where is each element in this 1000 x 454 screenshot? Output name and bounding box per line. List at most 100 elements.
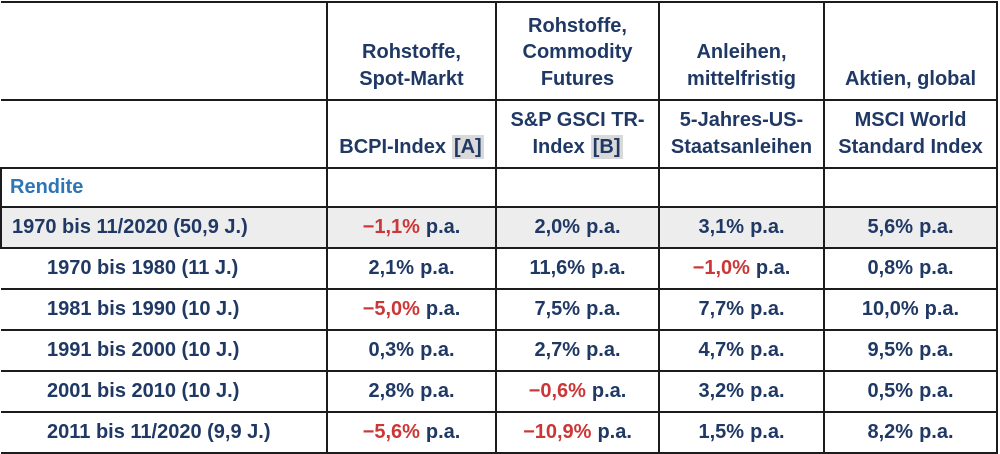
return-value: −1,1% — [362, 216, 420, 238]
section-label-cell: Rendite — [0, 167, 328, 208]
header-empty-cell — [1, 99, 328, 169]
ref-marker-a: [A] — [451, 134, 484, 159]
value-cell: −5,0% p.a. — [326, 288, 497, 331]
period-label-cell: 1970 bis 11/2020 (50,9 J.) — [0, 206, 328, 249]
pa-suffix: p.a. — [425, 216, 461, 238]
return-value: −10,9% — [523, 421, 592, 443]
header-group-row: Rohstoffe, Spot-Markt Rohstoffe, Commodi… — [1, 1, 998, 101]
pa-suffix: p.a. — [420, 380, 455, 402]
table-row-full-period: 1970 bis 11/2020 (50,9 J.) −1,1% p.a. 2,0… — [0, 206, 998, 249]
empty-cell — [658, 167, 825, 208]
return-value: 7,7% — [698, 298, 745, 320]
header-line: BCPI-Index [A] — [329, 134, 494, 160]
value-cell: 2,0% p.a. — [495, 206, 660, 249]
header-index-row: BCPI-Index [A] S&P GSCI TR- Index [B] 5-Ja… — [1, 99, 998, 169]
return-value: −5,6% — [362, 421, 420, 443]
return-value: 4,7% — [698, 339, 745, 361]
pa-suffix: p.a. — [750, 298, 785, 320]
period-label: 1970 bis 1980 (11 J.) — [47, 257, 239, 279]
value-cell: −1,0% p.a. — [658, 247, 825, 290]
period-label-cell: 1981 bis 1990 (10 J.) — [1, 288, 328, 331]
header-line: 5-Jahres-US- — [679, 109, 804, 132]
period-label: 2011 bis 11/2020 (9,9 J.) — [47, 421, 271, 443]
index-header-gsci: S&P GSCI TR- Index [B] — [495, 99, 660, 169]
value-cell: 3,1% p.a. — [658, 206, 825, 249]
return-value: 2,0% — [534, 216, 581, 238]
value-cell: 4,7% p.a. — [658, 329, 825, 372]
return-value: 2,8% — [368, 380, 415, 402]
return-value: 2,7% — [534, 339, 581, 361]
column-group-rohstoffe-spot: Rohstoffe, Spot-Markt — [326, 1, 497, 101]
header-line: Futures — [540, 67, 615, 90]
header-empty-cell — [1, 1, 328, 101]
pa-suffix: p.a. — [750, 216, 785, 238]
table-row-1970-1980: 1970 bis 1980 (11 J.) 2,1% p.a. 11,6% p.a.… — [1, 247, 998, 290]
value-cell: 0,5% p.a. — [823, 370, 998, 413]
value-cell: 10,0% p.a. — [823, 288, 998, 331]
pa-suffix: p.a. — [586, 339, 621, 361]
pa-suffix: p.a. — [755, 257, 791, 279]
index-name: Index — [532, 135, 585, 158]
return-value: 0,3% — [368, 339, 415, 361]
period-label: 1970 bis 11/2020 (50,9 J.) — [12, 216, 248, 238]
pa-suffix: p.a. — [586, 298, 621, 320]
value-cell: −0,6% p.a. — [495, 370, 660, 413]
period-label: 1981 bis 1990 (10 J.) — [47, 298, 240, 320]
ref-marker-b: [B] — [590, 134, 623, 159]
header-line: Rohstoffe, — [528, 14, 627, 37]
return-value: 5,6% — [867, 216, 914, 238]
column-group-rohstoffe-futures: Rohstoffe, Commodity Futures — [495, 1, 660, 101]
return-value: 10,0% — [861, 298, 919, 320]
pa-suffix: p.a. — [750, 380, 785, 402]
pa-suffix: p.a. — [420, 257, 455, 279]
index-header-bcpi: BCPI-Index [A] — [326, 99, 497, 169]
pa-suffix: p.a. — [425, 421, 461, 443]
value-cell: 7,7% p.a. — [658, 288, 825, 331]
value-cell: −5,6% p.a. — [326, 411, 497, 454]
value-cell: −10,9% p.a. — [495, 411, 660, 454]
pa-suffix: p.a. — [586, 216, 621, 238]
table-row-2001-2010: 2001 bis 2010 (10 J.) 2,8% p.a. −0,6% p.a.… — [1, 370, 998, 413]
period-label-cell: 1970 bis 1980 (11 J.) — [1, 247, 328, 290]
pa-suffix: p.a. — [420, 339, 455, 361]
value-cell: 2,1% p.a. — [326, 247, 497, 290]
pa-suffix: p.a. — [591, 257, 626, 279]
section-row: Rendite — [0, 167, 998, 208]
pa-suffix: p.a. — [919, 421, 954, 443]
column-group-anleihen: Anleihen, mittelfristig — [658, 1, 825, 101]
header-line: Standard Index — [838, 135, 983, 158]
value-cell: 2,7% p.a. — [495, 329, 660, 372]
value-cell: 1,5% p.a. — [658, 411, 825, 454]
header-line: MSCI World — [854, 109, 967, 132]
period-label: 2001 bis 2010 (10 J.) — [47, 380, 240, 402]
value-cell: 7,5% p.a. — [495, 288, 660, 331]
header-line: mittelfristig — [687, 67, 796, 90]
header-line: Spot-Markt — [359, 67, 464, 90]
period-label-cell: 2001 bis 2010 (10 J.) — [1, 370, 328, 413]
return-value: 8,2% — [867, 421, 914, 443]
pa-suffix: p.a. — [924, 298, 960, 320]
header-line: Rohstoffe, — [362, 41, 461, 64]
pa-suffix: p.a. — [750, 339, 785, 361]
table-row-1981-1990: 1981 bis 1990 (10 J.) −5,0% p.a. 7,5% p.a.… — [1, 288, 998, 331]
pa-suffix: p.a. — [919, 380, 954, 402]
pa-suffix: p.a. — [591, 380, 627, 402]
return-value: −0,6% — [528, 380, 586, 402]
return-value: 9,5% — [867, 339, 914, 361]
header-line: Staatsanleihen — [670, 135, 813, 158]
header-line: Aktien, global — [844, 67, 977, 90]
column-group-aktien: Aktien, global — [823, 1, 998, 101]
return-value: 11,6% — [529, 257, 586, 279]
section-label: Rendite — [10, 176, 84, 198]
index-name: BCPI-Index — [339, 135, 446, 158]
pa-suffix: p.a. — [425, 298, 461, 320]
empty-cell — [495, 167, 660, 208]
header-line: Index [B] — [498, 134, 657, 160]
value-cell: 0,3% p.a. — [326, 329, 497, 372]
header-line: S&P GSCI TR- — [510, 109, 645, 132]
period-label-cell: 1991 bis 2000 (10 J.) — [1, 329, 328, 372]
pa-suffix: p.a. — [919, 216, 954, 238]
value-cell: 2,8% p.a. — [326, 370, 497, 413]
